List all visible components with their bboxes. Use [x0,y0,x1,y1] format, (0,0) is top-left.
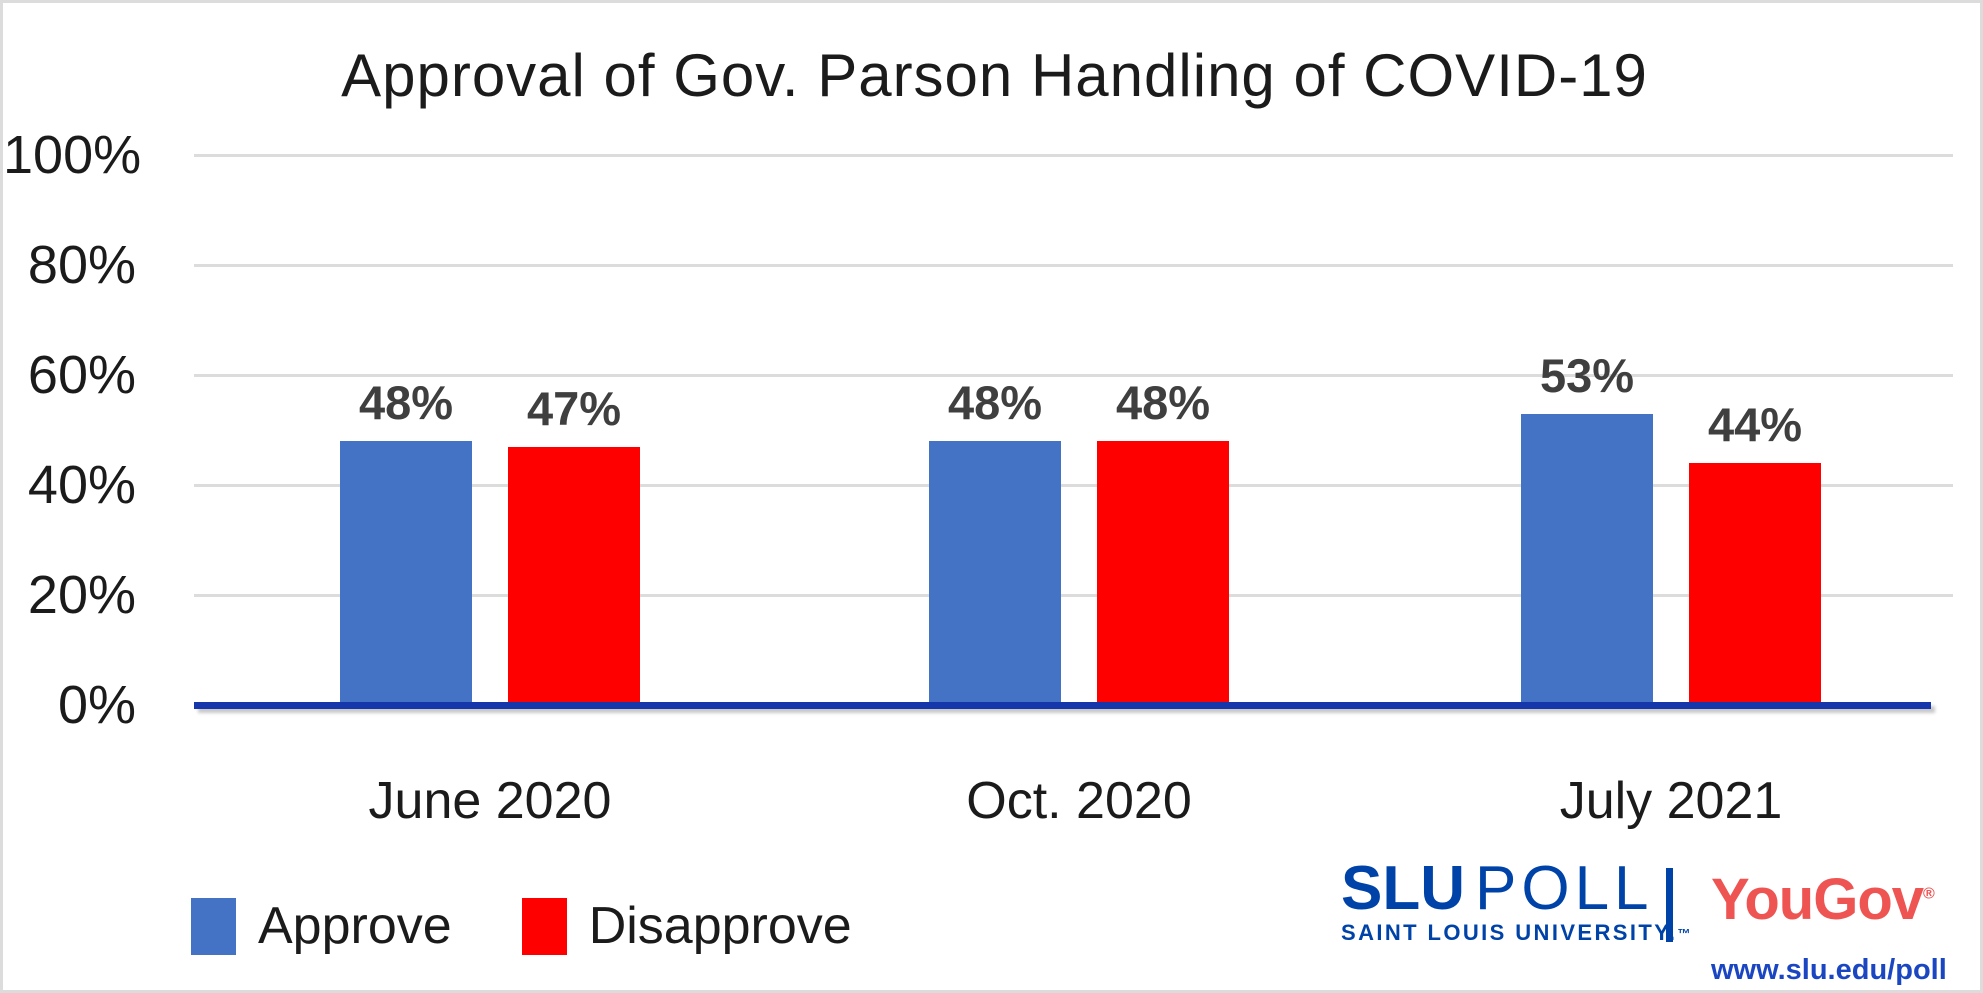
slu-poll-url[interactable]: www.slu.edu/poll [1711,954,1947,986]
y-axis-tick-label: 80% [27,235,136,295]
y-axis-tick-label: 60% [27,345,136,405]
value-label: 53% [1539,348,1635,402]
y-axis-tick-label: 40% [27,455,136,515]
trademark-symbol: ™ [1677,926,1693,941]
legend-swatch-approve [191,897,236,955]
bar-approve-oct-2020 [929,441,1061,705]
bar-disapprove-july-2021 [1689,463,1821,705]
logo-separator [1666,868,1673,942]
legend: Approve Disapprove [191,896,852,956]
gridline [194,264,1953,267]
gridline [194,594,1953,597]
y-axis-tick-label: 0% [57,675,136,735]
legend-label-disapprove: Disapprove [588,897,852,955]
bar-disapprove-june-2020 [508,446,640,705]
chart-title: Approval of Gov. Parson Handling of COVI… [341,42,1648,109]
value-label: 44% [1707,398,1803,451]
registered-symbol: ® [1923,885,1935,903]
value-label: 47% [526,381,622,435]
x-axis-category-label: June 2020 [368,772,612,830]
slu-poll-logo: SLU POLL [1341,858,1654,920]
slu-poll-logo-slu: SLU [1341,854,1465,923]
bar-disapprove-oct-2020 [1097,441,1229,705]
value-label: 48% [358,376,454,429]
legend-swatch-disapprove [521,897,567,955]
footer-logos: SLU POLL SAINT LOUIS UNIVERSITY.™ YouGov®… [1333,858,1953,988]
yougov-logo: YouGov® [1711,867,1935,932]
gridline [194,484,1953,487]
value-label: 48% [1115,376,1211,429]
slu-poll-logo-poll: POLL [1475,854,1654,923]
bar-approve-july-2021 [1521,413,1653,705]
bar-approve-june-2020 [340,441,472,705]
slu-subtitle: SAINT LOUIS UNIVERSITY.™ [1341,920,1693,945]
x-axis-category-label: July 2021 [1559,772,1783,830]
plot-area: 48% 48% 53% 47% 48% 44% [194,155,1953,705]
y-axis-tick-label: 20% [27,565,136,625]
x-axis-category-label: Oct. 2020 [966,772,1192,830]
legend-label-approve: Approve [258,897,452,955]
gridline [194,374,1953,377]
value-label: 48% [947,376,1043,429]
y-axis-tick-label: 100% [3,125,142,185]
gridline [194,154,1953,157]
x-axis-line [194,702,1931,709]
